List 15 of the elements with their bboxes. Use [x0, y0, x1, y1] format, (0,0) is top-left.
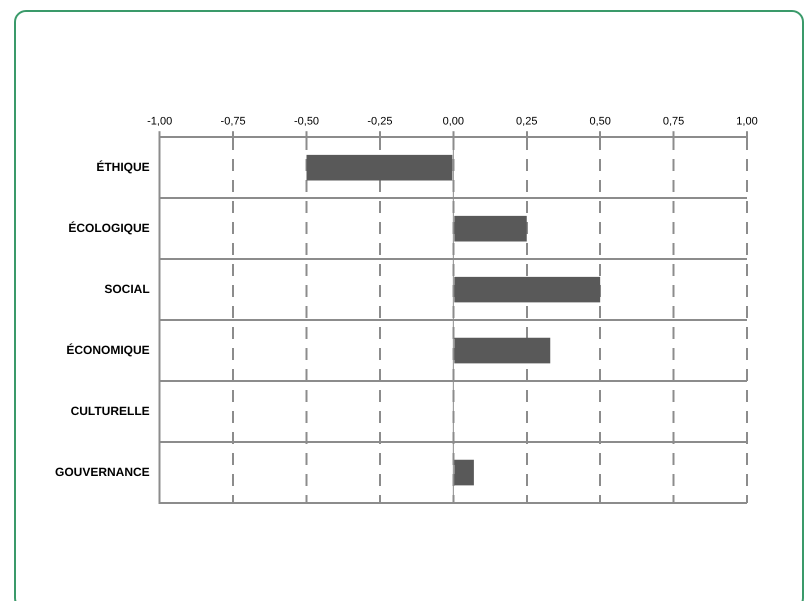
x-tick-label: 0,25: [516, 116, 538, 128]
y-tick-label: ÉCONOMIQUE: [66, 342, 150, 357]
x-tick-label: -1,00: [147, 116, 172, 128]
y-tick-label: SOCIAL: [104, 282, 150, 296]
x-tick-label: -0,75: [220, 116, 246, 128]
x-tick-label: 1,00: [736, 116, 758, 128]
x-tick-label: 0,00: [442, 116, 464, 128]
x-tick-label: -0,25: [367, 116, 392, 128]
x-tick-label: 0,75: [662, 116, 684, 128]
y-tick-label: ÉCOLOGIQUE: [68, 220, 150, 235]
x-tick-label: -0,50: [294, 116, 320, 128]
y-tick-label: ÉTHIQUE: [96, 160, 150, 174]
x-tick-label: 0,50: [589, 116, 611, 128]
y-tick-label: CULTURELLE: [70, 404, 150, 418]
y-tick-label: GOUVERNANCE: [54, 464, 150, 479]
